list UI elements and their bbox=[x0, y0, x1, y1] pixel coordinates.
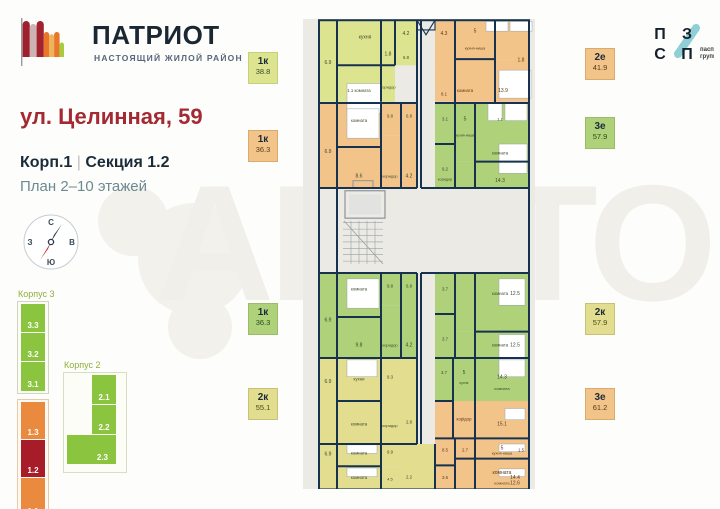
svg-text:С: С bbox=[48, 218, 54, 227]
svg-text:5: 5 bbox=[464, 117, 467, 123]
svg-text:групп: групп bbox=[700, 54, 714, 60]
svg-text:комната: комната bbox=[351, 118, 368, 123]
svg-text:кухня: кухня bbox=[460, 381, 469, 385]
svg-text:кухня: кухня bbox=[354, 376, 366, 381]
svg-text:коридор: коридор bbox=[382, 342, 398, 347]
svg-text:комната: комната bbox=[493, 470, 512, 476]
svg-text:коридор: коридор bbox=[382, 174, 398, 179]
svg-text:3.6: 3.6 bbox=[442, 475, 449, 480]
svg-text:коридор: коридор bbox=[382, 423, 398, 428]
svg-text:пасп: пасп bbox=[700, 47, 714, 53]
svg-text:6.8: 6.8 bbox=[406, 114, 413, 119]
svg-text:6.9: 6.9 bbox=[325, 317, 332, 323]
svg-text:9.8: 9.8 bbox=[387, 114, 394, 119]
svg-text:1.8: 1.8 bbox=[518, 58, 525, 64]
svg-text:комната: комната bbox=[492, 150, 509, 155]
svg-text:З: З bbox=[27, 238, 32, 247]
svg-text:комната: комната bbox=[492, 291, 509, 296]
svg-text:комната: комната bbox=[494, 386, 510, 391]
svg-text:9.8: 9.8 bbox=[387, 284, 394, 289]
svg-text:1.8: 1.8 bbox=[385, 52, 392, 58]
svg-text:6.9: 6.9 bbox=[325, 149, 332, 155]
svg-text:комната: комната bbox=[494, 481, 510, 486]
svg-text:3.7: 3.7 bbox=[442, 287, 449, 292]
svg-text:14.3: 14.3 bbox=[497, 375, 507, 381]
svg-text:комната: комната bbox=[351, 421, 368, 426]
svg-text:6.9: 6.9 bbox=[325, 379, 332, 385]
svg-text:коридор: коридор bbox=[438, 178, 453, 182]
svg-text:2.7: 2.7 bbox=[462, 448, 469, 453]
svg-text:корідор: корідор bbox=[457, 417, 473, 422]
svg-text:8.6: 8.6 bbox=[356, 174, 363, 180]
svg-text:6.8: 6.8 bbox=[403, 55, 410, 60]
svg-text:3.1: 3.1 bbox=[442, 117, 449, 122]
svg-text:3.7: 3.7 bbox=[442, 336, 449, 341]
svg-text:4.2: 4.2 bbox=[406, 342, 413, 348]
svg-text:В: В bbox=[69, 238, 75, 247]
svg-text:1.1 комната: 1.1 комната bbox=[347, 88, 371, 93]
svg-text:6.9: 6.9 bbox=[325, 452, 332, 458]
svg-text:кухня-ниша: кухня-ниша bbox=[492, 451, 513, 455]
svg-text:комната: комната bbox=[351, 450, 368, 455]
svg-text:13.9: 13.9 bbox=[498, 88, 508, 94]
svg-text:П: П bbox=[681, 46, 693, 63]
svg-text:комната: комната bbox=[457, 88, 474, 93]
svg-text:коридор: коридор bbox=[380, 84, 396, 89]
svg-text:1.5: 1.5 bbox=[518, 448, 525, 453]
svg-text:8.5: 8.5 bbox=[442, 448, 449, 453]
svg-text:4.3: 4.3 bbox=[441, 31, 448, 37]
svg-text:9.8: 9.8 bbox=[356, 342, 363, 348]
svg-text:12.6: 12.6 bbox=[510, 481, 520, 487]
svg-text:комната: комната bbox=[492, 342, 509, 347]
svg-text:12.5: 12.5 bbox=[510, 342, 520, 348]
svg-text:15.1: 15.1 bbox=[497, 421, 507, 427]
svg-text:5: 5 bbox=[463, 370, 466, 376]
svg-text:4.5: 4.5 bbox=[387, 476, 393, 481]
svg-text:кухня: кухня bbox=[359, 34, 372, 40]
svg-text:2.8: 2.8 bbox=[406, 419, 413, 424]
svg-text:комната: комната bbox=[351, 475, 368, 480]
svg-text:12.5: 12.5 bbox=[510, 291, 520, 297]
svg-text:4.2: 4.2 bbox=[406, 174, 413, 180]
svg-text:9.2: 9.2 bbox=[442, 166, 449, 171]
svg-text:Ю: Ю bbox=[47, 258, 55, 267]
svg-text:комната: комната bbox=[351, 287, 368, 292]
svg-text:3.7: 3.7 bbox=[441, 370, 448, 375]
svg-text:6.9: 6.9 bbox=[325, 60, 332, 66]
svg-text:2.2: 2.2 bbox=[406, 474, 413, 479]
svg-text:9.9: 9.9 bbox=[387, 449, 394, 454]
svg-text:З: З bbox=[682, 26, 692, 43]
svg-text:кухня-ниша: кухня-ниша bbox=[465, 46, 486, 50]
svg-text:8.1: 8.1 bbox=[441, 92, 448, 97]
svg-text:4.2: 4.2 bbox=[403, 31, 410, 37]
svg-text:С: С bbox=[654, 46, 666, 63]
svg-text:14.3: 14.3 bbox=[495, 178, 505, 184]
svg-text:6.8: 6.8 bbox=[406, 284, 413, 289]
svg-text:9.3: 9.3 bbox=[387, 375, 394, 380]
svg-text:П: П bbox=[654, 26, 666, 43]
svg-text:кухня-ниша: кухня-ниша bbox=[456, 134, 475, 138]
svg-text:1.1: 1.1 bbox=[497, 117, 503, 122]
svg-text:5: 5 bbox=[474, 28, 477, 34]
